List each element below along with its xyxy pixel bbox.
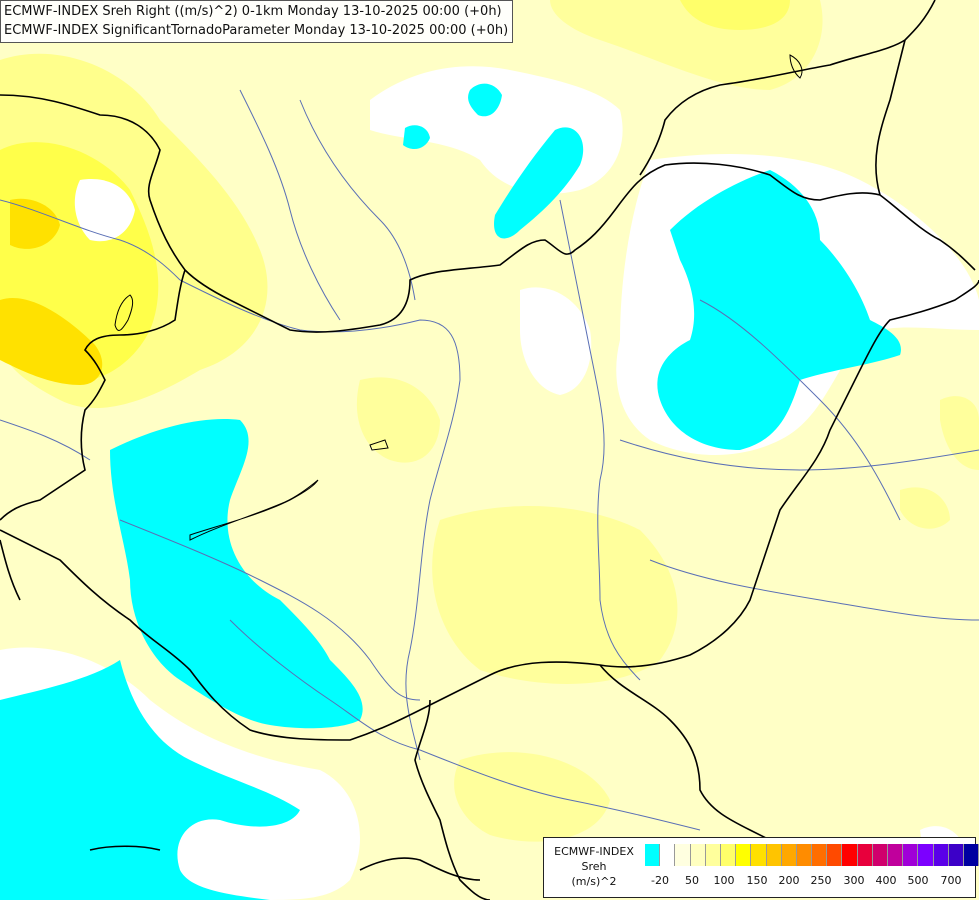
legend-swatch bbox=[872, 844, 888, 866]
legend-source: ECMWF-INDEX bbox=[554, 845, 634, 858]
small-lake-center bbox=[369, 439, 389, 451]
legend-swatch bbox=[705, 844, 721, 866]
rivers bbox=[0, 89, 979, 831]
legend-swatch bbox=[888, 844, 904, 866]
legend-swatch bbox=[857, 844, 873, 866]
legend-swatch bbox=[766, 844, 782, 866]
legend-swatch bbox=[796, 844, 813, 866]
legend-swatch bbox=[751, 844, 767, 866]
legend-swatch bbox=[781, 844, 797, 866]
legend-parameter: Sreh bbox=[581, 860, 607, 873]
white-area-central bbox=[520, 287, 592, 395]
map-title-line-2: ECMWF-INDEX SignificantTornadoParameter … bbox=[4, 23, 509, 38]
legend-label: ECMWF-INDEX Sreh (m/s)^2 bbox=[544, 844, 644, 889]
legend-swatch bbox=[812, 844, 828, 866]
legend-tick-label: 200 bbox=[778, 874, 800, 887]
cyan-area-southwest bbox=[0, 660, 300, 900]
legend-swatch bbox=[842, 844, 858, 866]
legend-swatch bbox=[948, 844, 964, 866]
legend-swatch bbox=[918, 844, 934, 866]
cyan-area-north-2 bbox=[468, 83, 502, 117]
yellow-area-south bbox=[454, 752, 610, 842]
legend-swatch bbox=[933, 844, 949, 866]
legend-tick-label: 50 bbox=[685, 874, 699, 887]
legend-ticks: -20 50 100 150 200 250 300 400 500 700 bbox=[645, 874, 970, 890]
yellow-area-central bbox=[432, 506, 678, 684]
cyan-area-north-1 bbox=[494, 127, 584, 239]
small-lake-north bbox=[789, 54, 803, 79]
legend-swatch bbox=[645, 844, 661, 866]
legend-swatch bbox=[827, 844, 843, 866]
color-legend: ECMWF-INDEX Sreh (m/s)^2 -20 50 100 150 200 2… bbox=[543, 837, 979, 898]
legend-tick-label: 250 bbox=[810, 874, 832, 887]
yellow-area-east bbox=[900, 487, 950, 529]
map-title-line-1: ECMWF-INDEX Sreh Right ((m/s)^2) 0-1km M… bbox=[4, 4, 502, 19]
legend-tick-label: 150 bbox=[746, 874, 768, 887]
legend-swatch bbox=[903, 844, 919, 866]
cyan-area-west bbox=[110, 419, 363, 729]
legend-tick-label: 700 bbox=[940, 874, 962, 887]
legend-swatch bbox=[720, 844, 737, 866]
legend-swatch bbox=[660, 844, 676, 866]
orange-area-northwest bbox=[0, 298, 103, 385]
legend-swatches bbox=[645, 844, 979, 866]
orange-area-northwest-2 bbox=[10, 198, 60, 249]
legend-swatch bbox=[690, 844, 706, 866]
legend-swatch bbox=[963, 844, 979, 866]
lake-neusiedl bbox=[114, 294, 134, 331]
legend-swatch bbox=[736, 844, 752, 866]
cyan-area-north-3 bbox=[403, 125, 430, 150]
legend-tick-label: 500 bbox=[907, 874, 929, 887]
yellow-area-central-2 bbox=[356, 377, 440, 463]
legend-tick-label: 400 bbox=[875, 874, 897, 887]
map-title-box: ECMWF-INDEX Sreh Right ((m/s)^2) 0-1km M… bbox=[0, 0, 514, 43]
cyan-area-northeast bbox=[657, 170, 901, 450]
legend-unit: (m/s)^2 bbox=[571, 875, 617, 888]
white-area-west bbox=[74, 179, 135, 242]
legend-tick-label: -20 bbox=[651, 874, 669, 887]
legend-tick-label: 300 bbox=[843, 874, 865, 887]
legend-swatch bbox=[675, 844, 691, 866]
lake-balaton bbox=[189, 479, 319, 541]
legend-tick-label: 100 bbox=[713, 874, 735, 887]
yellow-area-north-core bbox=[680, 0, 790, 30]
